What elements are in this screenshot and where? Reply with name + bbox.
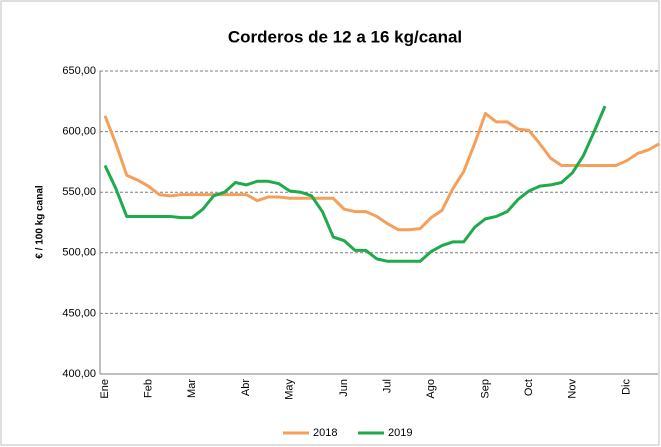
x-tick-label: Jun — [338, 379, 350, 397]
y-axis-label: € / 100 kg canal — [35, 185, 46, 259]
x-tick-label: Jul — [382, 379, 394, 393]
y-tick-label: 600,00 — [62, 126, 96, 138]
x-tick-label: Abr — [240, 379, 252, 396]
y-tick-label: 450,00 — [62, 307, 96, 319]
x-tick-label: May — [284, 379, 296, 400]
x-tick-label: Nov — [566, 379, 578, 399]
legend-label: 2018 — [313, 427, 337, 439]
chart-title: Corderos de 12 a 16 kg/canal — [228, 27, 462, 46]
legend-label: 2019 — [388, 427, 412, 439]
x-tick-label: Sep — [479, 379, 491, 399]
x-tick-label: Ene — [99, 379, 111, 399]
x-tick-label: Ago — [425, 379, 437, 399]
x-tick-label: Oct — [523, 379, 535, 396]
line-series — [103, 105, 607, 263]
y-tick-label: 500,00 — [62, 247, 96, 259]
x-tick-label: Dic — [621, 379, 633, 395]
x-tick-label: Feb — [142, 379, 154, 398]
line-series — [103, 111, 661, 232]
x-tick-label: Mar — [186, 379, 198, 398]
y-tick-label: 650,00 — [62, 65, 96, 77]
y-tick-label: 550,00 — [62, 186, 96, 198]
y-tick-label: 400,00 — [62, 368, 96, 380]
